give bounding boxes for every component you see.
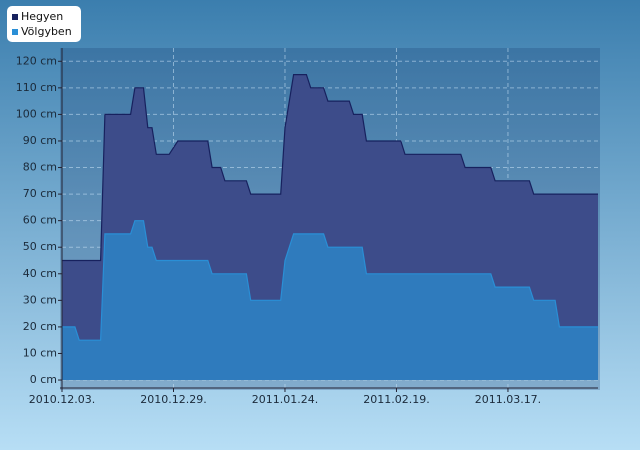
y-tick-label: 60 cm [23,214,57,227]
y-tick-label: 20 cm [23,320,57,333]
y-tick-label: 40 cm [23,267,57,280]
y-tick-label: 90 cm [23,134,57,147]
y-tick-label: 30 cm [23,293,57,306]
x-tick-label: 2011.02.19. [363,393,429,406]
y-tick-label: 120 cm [16,54,57,67]
x-tick-label: 2011.03.17. [475,393,541,406]
y-tick-label: 50 cm [23,240,57,253]
legend: Hegyen Völgyben [7,6,81,42]
y-tick-label: 100 cm [16,107,57,120]
y-tick-label: 80 cm [23,161,57,174]
y-tick-label: 70 cm [23,187,57,200]
legend-label: Völgyben [21,25,72,38]
y-tick-label: 110 cm [16,81,57,94]
y-tick-label: 0 cm [30,373,57,386]
x-tick-label: 2011.01.24. [252,393,318,406]
area-line [62,220,598,341]
area-line [62,74,598,262]
legend-label: Hegyen [21,10,63,23]
y-tick-label: 10 cm [23,346,57,359]
x-tick-label: 2010.12.03. [29,393,95,406]
legend-swatch [12,14,18,20]
x-tick-label: 2010.12.29. [140,393,206,406]
legend-swatch [12,29,18,35]
legend-box [7,6,81,42]
